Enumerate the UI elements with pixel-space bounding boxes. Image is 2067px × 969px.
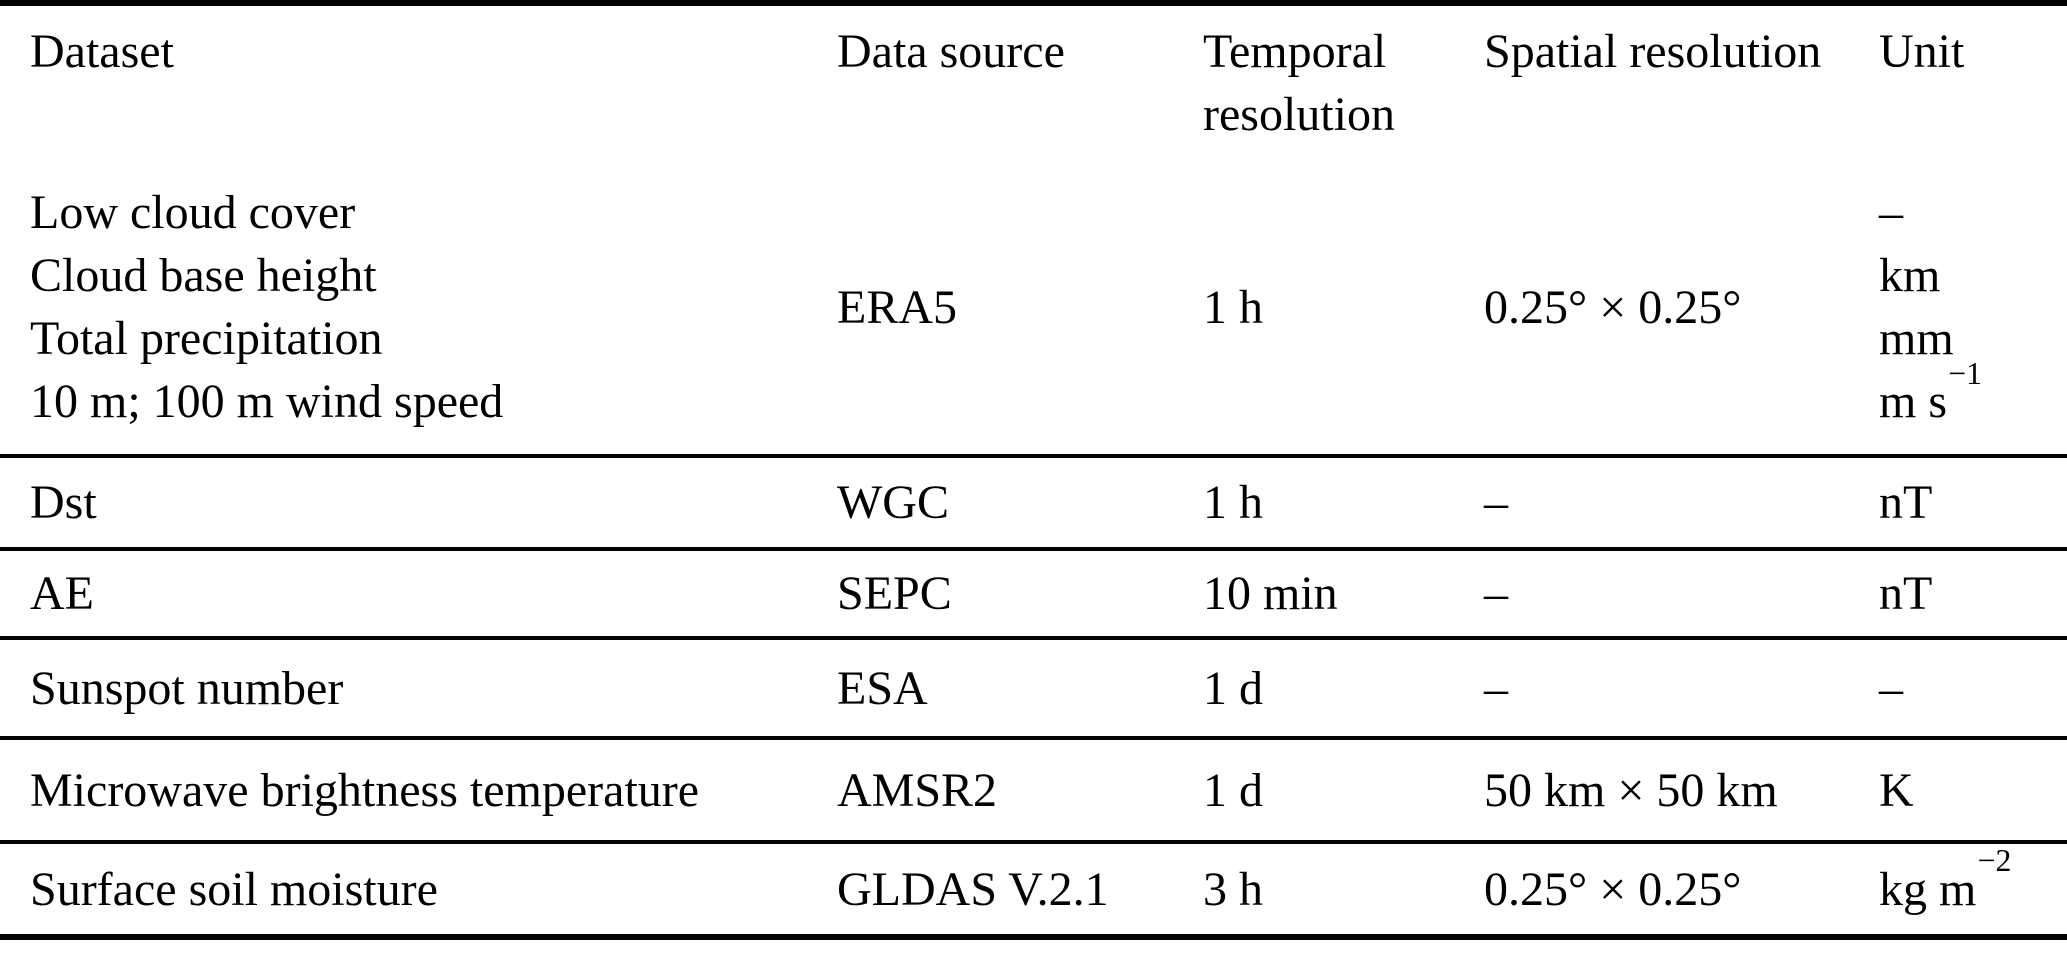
- unit-line: m s−1: [1879, 357, 2059, 433]
- table-row-ae: AE SEPC 10 min – nT: [0, 549, 2067, 638]
- cell-spatial-resolution: 0.25° × 0.25°: [1484, 862, 1742, 916]
- header-row: Dataset Data source Temporal resolution …: [0, 3, 2067, 160]
- cell-spatial-resolution: 50 km × 50 km: [1484, 763, 1778, 817]
- cell-unit: nT: [1879, 476, 1933, 529]
- cell-data-source: ERA5: [837, 280, 957, 334]
- unit-exponent: −1: [1948, 355, 1982, 391]
- cell-dataset: Surface soil moisture: [30, 862, 438, 916]
- header-dataset: Dataset: [30, 25, 174, 78]
- cell-dataset: Low cloud cover Cloud base height Total …: [0, 160, 837, 456]
- cell-temporal-resolution: 10 min: [1203, 567, 1338, 620]
- table-header: Dataset Data source Temporal resolution …: [0, 3, 2067, 160]
- unit-line: km: [1879, 249, 1941, 302]
- unit-base: m s: [1879, 375, 1948, 428]
- cell-unit: kg m−2: [1879, 842, 2067, 937]
- header-unit: Unit: [1879, 25, 1965, 78]
- cell-temporal-resolution: 1 h: [1203, 476, 1263, 529]
- cell-temporal-resolution: 1 h: [1203, 280, 1263, 334]
- unit-base: kg m: [1879, 862, 1977, 916]
- dataset-line: Low cloud cover: [30, 186, 356, 239]
- unit-line: mm: [1879, 312, 1954, 365]
- table-row-sunspot: Sunspot number ESA 1 d – –: [0, 638, 2067, 738]
- table-row-soil-moisture: Surface soil moisture GLDAS V.2.1 3 h 0.…: [0, 842, 2067, 937]
- cell-data-source: ESA: [837, 661, 928, 715]
- datasets-table: Dataset Data source Temporal resolution …: [0, 0, 2067, 940]
- cell-spatial-resolution: –: [1484, 476, 1508, 529]
- cell-data-source: AMSR2: [837, 763, 998, 817]
- cell-data-source: WGC: [837, 476, 949, 529]
- cell-temporal-resolution: 1 d: [1203, 661, 1263, 715]
- cell-dataset: AE: [30, 567, 94, 620]
- dataset-line: Total precipitation: [30, 312, 383, 365]
- cell-unit: – km mm m s−1: [1879, 160, 2067, 456]
- cell-dataset: Microwave brightness temperature: [30, 763, 700, 817]
- cell-unit: K: [1879, 763, 1914, 817]
- cell-unit: –: [1879, 661, 1903, 715]
- cell-dataset: Sunspot number: [30, 661, 344, 715]
- table-row-dst: Dst WGC 1 h – nT: [0, 456, 2067, 549]
- cell-dataset: Dst: [30, 476, 97, 529]
- dataset-line: Cloud base height: [30, 249, 377, 302]
- cell-unit: nT: [1879, 567, 1933, 620]
- header-data-source: Data source: [837, 25, 1065, 78]
- cell-spatial-resolution: 0.25° × 0.25°: [1484, 280, 1742, 334]
- unit-exponent: −2: [1977, 843, 2012, 879]
- cell-temporal-resolution: 3 h: [1203, 862, 1263, 916]
- header-temporal-resolution: Temporal resolution: [1203, 25, 1395, 141]
- cell-spatial-resolution: –: [1484, 661, 1508, 715]
- unit-line: –: [1879, 186, 1903, 239]
- cell-data-source: GLDAS V.2.1: [837, 862, 1109, 916]
- table-row-microwave: Microwave brightness temperature AMSR2 1…: [0, 738, 2067, 842]
- header-spatial-resolution: Spatial resolution: [1484, 25, 1822, 78]
- table-row-era5: Low cloud cover Cloud base height Total …: [0, 160, 2067, 456]
- dataset-line: 10 m; 100 m wind speed: [30, 375, 504, 428]
- cell-temporal-resolution: 1 d: [1203, 763, 1263, 817]
- cell-data-source: SEPC: [837, 567, 952, 620]
- cell-spatial-resolution: –: [1484, 567, 1508, 620]
